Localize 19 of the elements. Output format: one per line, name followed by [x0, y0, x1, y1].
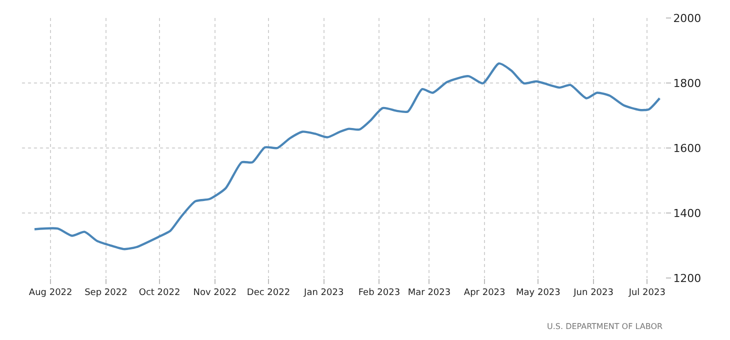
line-series: [33, 62, 661, 250]
x-tick-label: Jul 2023: [628, 288, 666, 298]
x-tick-label: Jan 2023: [303, 288, 344, 298]
x-tick-label: Sep 2022: [84, 288, 128, 298]
x-tick-label: Nov 2022: [193, 288, 237, 298]
x-tick-label: Mar 2023: [408, 288, 451, 298]
x-tick-label: Feb 2023: [358, 288, 400, 298]
text: U.S. DEPARTMENT OF LABOR: [547, 322, 663, 331]
y-tick-label: 1800: [673, 76, 702, 90]
y-tick-label: 1600: [673, 142, 702, 155]
x-tick-label: Jun 2023: [572, 288, 614, 298]
x-tick-label: Apr 2023: [464, 288, 506, 298]
x-tick-label: Oct 2022: [138, 288, 180, 298]
x-tick-label: Aug 2022: [28, 288, 72, 298]
x-tick-label: Dec 2022: [246, 288, 290, 298]
y-tick-label: 1200: [673, 272, 702, 285]
y-tick-label: 1400: [673, 206, 702, 220]
x-tick-label: May 2023: [516, 288, 560, 298]
y-tick-label: 2000: [673, 12, 702, 25]
